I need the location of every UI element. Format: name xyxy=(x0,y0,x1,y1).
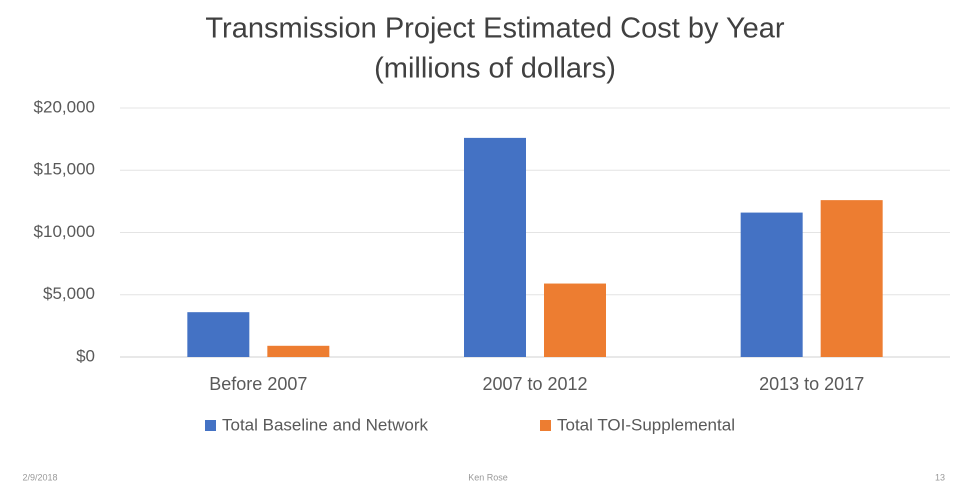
x-tick-label: Before 2007 xyxy=(209,374,307,394)
y-tick-label: $5,000 xyxy=(43,284,95,303)
legend-swatch xyxy=(205,420,216,431)
bar xyxy=(740,212,803,357)
bar xyxy=(464,137,526,357)
footer-page: 13 xyxy=(935,472,945,482)
bar xyxy=(267,345,330,357)
y-tick-label: $15,000 xyxy=(34,160,95,179)
footer-author: Ken Rose xyxy=(468,472,508,482)
chart-title: Transmission Project Estimated Cost by Y… xyxy=(205,13,785,45)
footer-date: 2/9/2018 xyxy=(22,472,57,482)
bar xyxy=(187,312,250,357)
x-tick-label: 2013 to 2017 xyxy=(759,374,864,394)
legend-label: Total Baseline and Network xyxy=(222,415,429,434)
y-tick-label: $20,000 xyxy=(34,97,95,116)
legend-swatch xyxy=(540,420,551,431)
legend-label: Total TOI-Supplemental xyxy=(557,415,735,434)
y-tick-label: $10,000 xyxy=(34,222,95,241)
bar xyxy=(820,200,883,357)
x-tick-label: 2007 to 2012 xyxy=(482,374,587,394)
y-tick-label: $0 xyxy=(76,346,95,365)
bar xyxy=(544,283,606,357)
chart-subtitle: (millions of dollars) xyxy=(374,53,616,85)
